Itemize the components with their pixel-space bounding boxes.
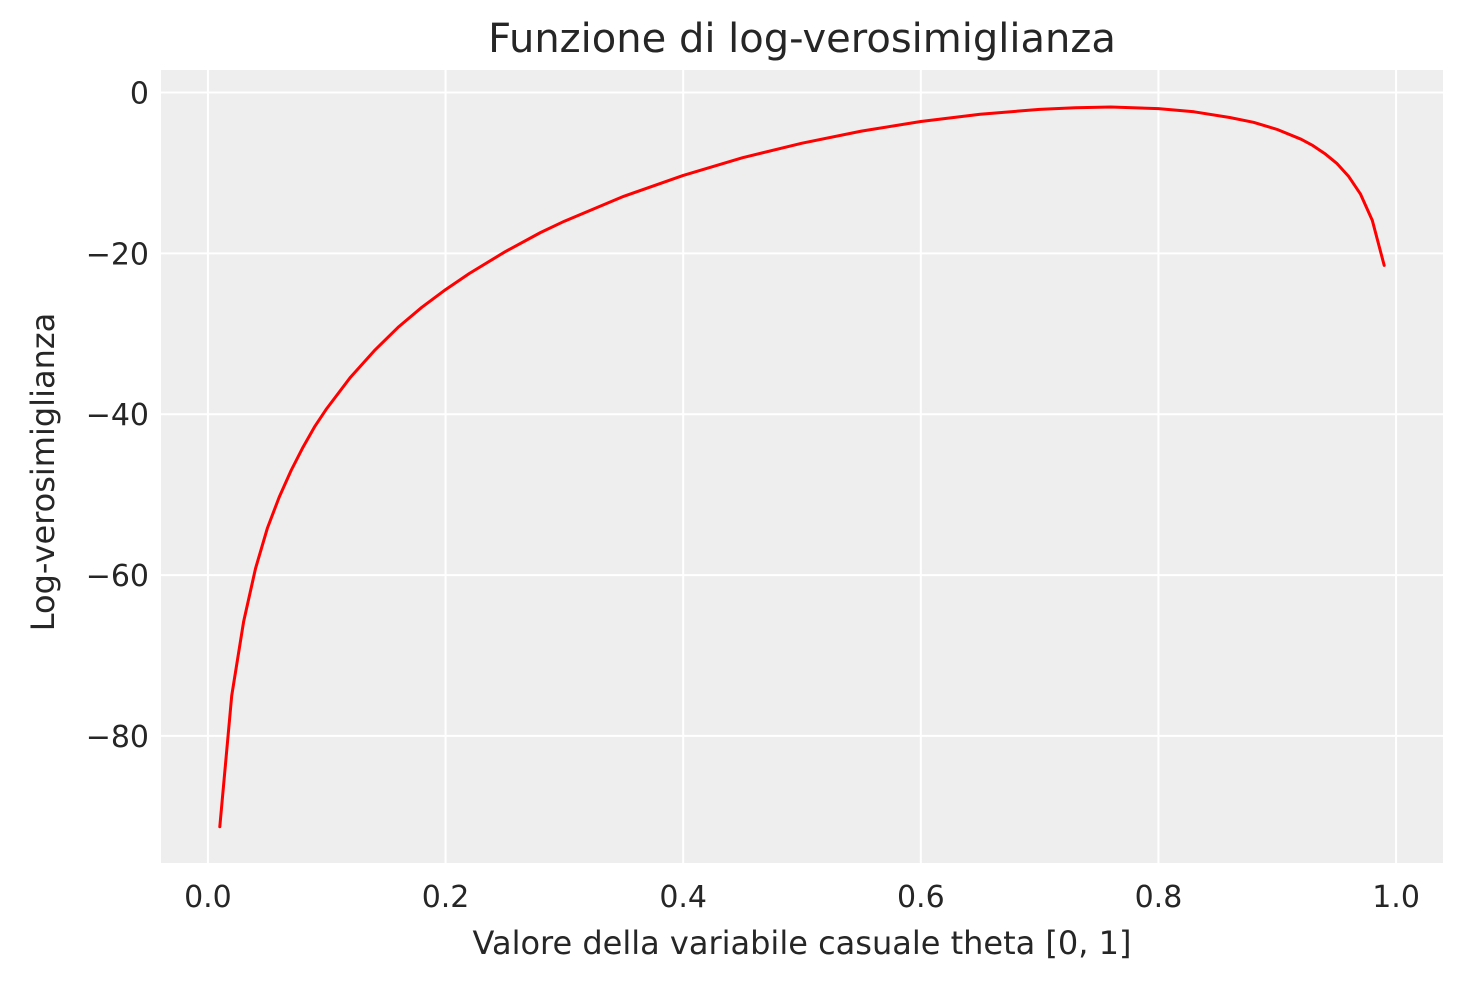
x-axis-label: Valore della variabile casuale theta [0,… xyxy=(473,924,1132,962)
y-gridlines xyxy=(161,91,1443,737)
x-tick-label: 0.4 xyxy=(659,880,707,915)
plot-background xyxy=(161,70,1443,863)
x-gridlines xyxy=(206,70,1398,863)
y-tick-labels: 0 −20 −40 −60 −80 xyxy=(86,77,149,755)
y-tick-label: −20 xyxy=(86,237,149,272)
y-tick-label: −40 xyxy=(86,398,149,433)
x-tick-label: 1.0 xyxy=(1372,880,1420,915)
y-tick-label: 0 xyxy=(130,77,149,112)
y-axis-label: Log-verosimiglianza xyxy=(24,313,62,632)
x-tick-label: 0.2 xyxy=(422,880,470,915)
y-tick-label: −80 xyxy=(86,720,149,755)
chart-title: Funzione di log-verosimiglianza xyxy=(488,16,1116,62)
series-line xyxy=(218,105,1386,829)
x-tick-labels: 0.0 0.2 0.4 0.6 0.8 1.0 xyxy=(184,880,1420,915)
y-tick-label: −60 xyxy=(86,559,149,594)
x-tick-label: 0.6 xyxy=(897,880,945,915)
x-tick-label: 0.8 xyxy=(1135,880,1183,915)
series-layer xyxy=(218,105,1386,829)
x-tick-label: 0.0 xyxy=(184,880,232,915)
